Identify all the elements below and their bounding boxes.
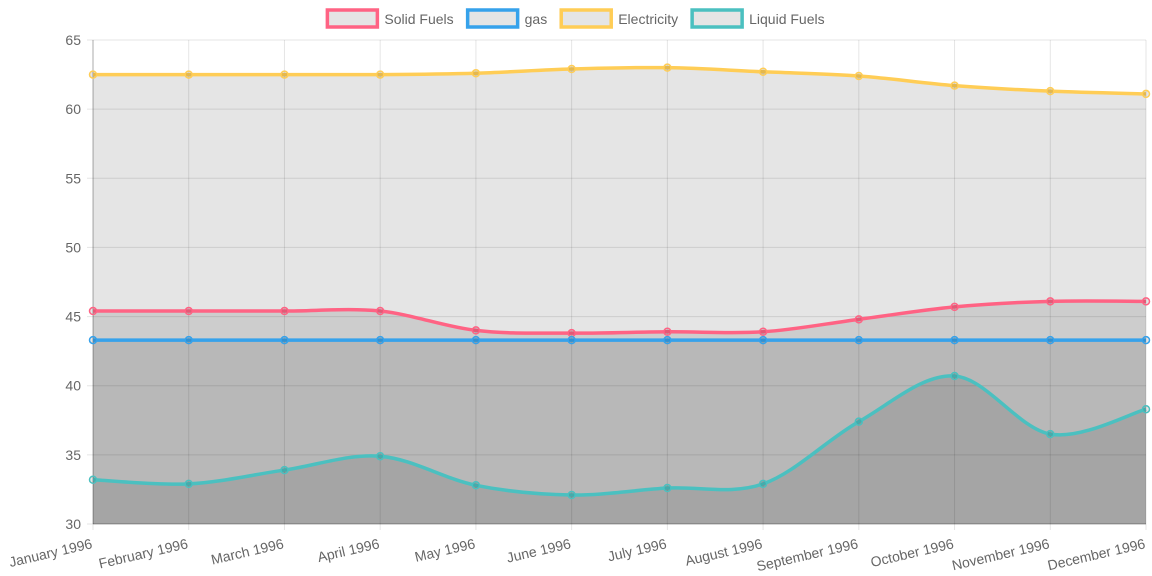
legend-swatch (465, 8, 520, 29)
x-tick-label: October 1996 (869, 535, 955, 570)
legend: Solid Fuels gas Electricity Liquid Fuels (325, 8, 825, 29)
y-tick-label: 60 (65, 101, 81, 117)
data-point[interactable] (663, 327, 672, 337)
y-tick-label: 50 (65, 239, 81, 255)
data-point[interactable] (567, 490, 576, 500)
legend-label: Electricity (618, 11, 678, 27)
data-point[interactable] (950, 335, 959, 345)
data-point[interactable] (567, 335, 576, 345)
data-point[interactable] (88, 475, 98, 484)
series-line (92, 374, 1147, 497)
data-point[interactable] (471, 335, 481, 345)
x-tick-label: April 1996 (316, 535, 381, 565)
data-point[interactable] (88, 335, 98, 345)
legend-swatch (690, 8, 744, 29)
data-point[interactable] (184, 306, 193, 316)
data-point[interactable] (1141, 89, 1151, 99)
series-points (88, 63, 1151, 500)
series-lines (92, 65, 1147, 497)
data-point[interactable] (950, 81, 959, 90)
data-point[interactable] (375, 451, 385, 461)
axes (92, 40, 1146, 525)
data-point[interactable] (663, 335, 672, 345)
data-point[interactable] (567, 328, 576, 338)
data-point[interactable] (567, 64, 576, 74)
area-fill-2 (93, 67, 1146, 524)
data-point[interactable] (280, 465, 289, 475)
x-tick-label: May 1996 (413, 535, 477, 564)
data-point[interactable] (184, 335, 193, 345)
data-point[interactable] (758, 479, 768, 489)
data-point[interactable] (663, 63, 672, 72)
data-point[interactable] (950, 371, 959, 381)
legend-item[interactable]: gas (465, 8, 548, 29)
y-tick-label: 65 (65, 32, 81, 48)
legend-label: Solid Fuels (384, 11, 453, 27)
x-tick-label: July 1996 (606, 535, 668, 564)
data-point[interactable] (280, 335, 289, 345)
data-point[interactable] (1141, 335, 1151, 345)
legend-label: gas (525, 11, 548, 27)
data-point[interactable] (1046, 86, 1055, 96)
y-axis-ticks: 30 35 40 45 50 55 60 65 (65, 32, 81, 532)
data-point[interactable] (1046, 429, 1055, 439)
data-point[interactable] (280, 70, 289, 79)
y-tick-label: 40 (65, 378, 81, 394)
x-tick-label: December 1996 (1046, 535, 1147, 573)
x-tick-label: September 1996 (755, 535, 860, 574)
x-tick-label: August 1996 (684, 535, 764, 568)
data-point[interactable] (375, 306, 385, 316)
x-tick-label: November 1996 (950, 535, 1051, 573)
legend-item[interactable]: Solid Fuels (325, 8, 454, 29)
data-point[interactable] (471, 68, 481, 78)
data-point[interactable] (184, 70, 193, 79)
data-point[interactable] (854, 417, 864, 426)
data-point[interactable] (854, 335, 864, 345)
grid-lines (87, 39, 1147, 530)
data-point[interactable] (88, 306, 98, 316)
legend-swatch (559, 8, 613, 29)
area-fill-0 (93, 300, 1146, 524)
y-tick-label: 55 (65, 170, 81, 186)
x-tick-label: June 1996 (505, 535, 573, 565)
series-line (92, 299, 1147, 335)
legend-swatch (325, 8, 380, 29)
x-axis-ticks: January 1996 February 1996 March 1996 April… (7, 535, 1146, 574)
area-fill-1 (93, 340, 1146, 524)
x-tick-label: January 1996 (7, 535, 93, 570)
y-tick-label: 45 (65, 309, 81, 325)
data-point[interactable] (758, 67, 768, 77)
y-tick-label: 35 (65, 447, 81, 463)
data-point[interactable] (854, 71, 864, 81)
data-point[interactable] (88, 70, 98, 79)
y-tick-label: 30 (65, 516, 81, 532)
data-point[interactable] (950, 302, 959, 312)
data-point[interactable] (375, 70, 385, 79)
legend-item[interactable]: Electricity (559, 8, 678, 29)
x-tick-label: March 1996 (209, 535, 285, 567)
data-point[interactable] (758, 327, 768, 337)
data-point[interactable] (1046, 297, 1055, 306)
area-fill-3 (93, 375, 1146, 524)
data-point[interactable] (375, 335, 385, 345)
data-point[interactable] (471, 326, 481, 335)
data-point[interactable] (663, 483, 672, 493)
x-tick-label: February 1996 (97, 535, 190, 571)
data-point[interactable] (184, 479, 193, 489)
legend-item[interactable]: Liquid Fuels (690, 8, 825, 29)
data-point[interactable] (758, 335, 768, 345)
area-fills (93, 67, 1146, 524)
data-point[interactable] (280, 306, 289, 316)
legend-label: Liquid Fuels (749, 11, 825, 27)
data-point[interactable] (1141, 404, 1151, 414)
data-point[interactable] (1046, 335, 1055, 345)
data-point[interactable] (471, 481, 481, 490)
series-line (93, 65, 1147, 96)
data-point[interactable] (1141, 297, 1151, 306)
data-point[interactable] (854, 315, 864, 324)
